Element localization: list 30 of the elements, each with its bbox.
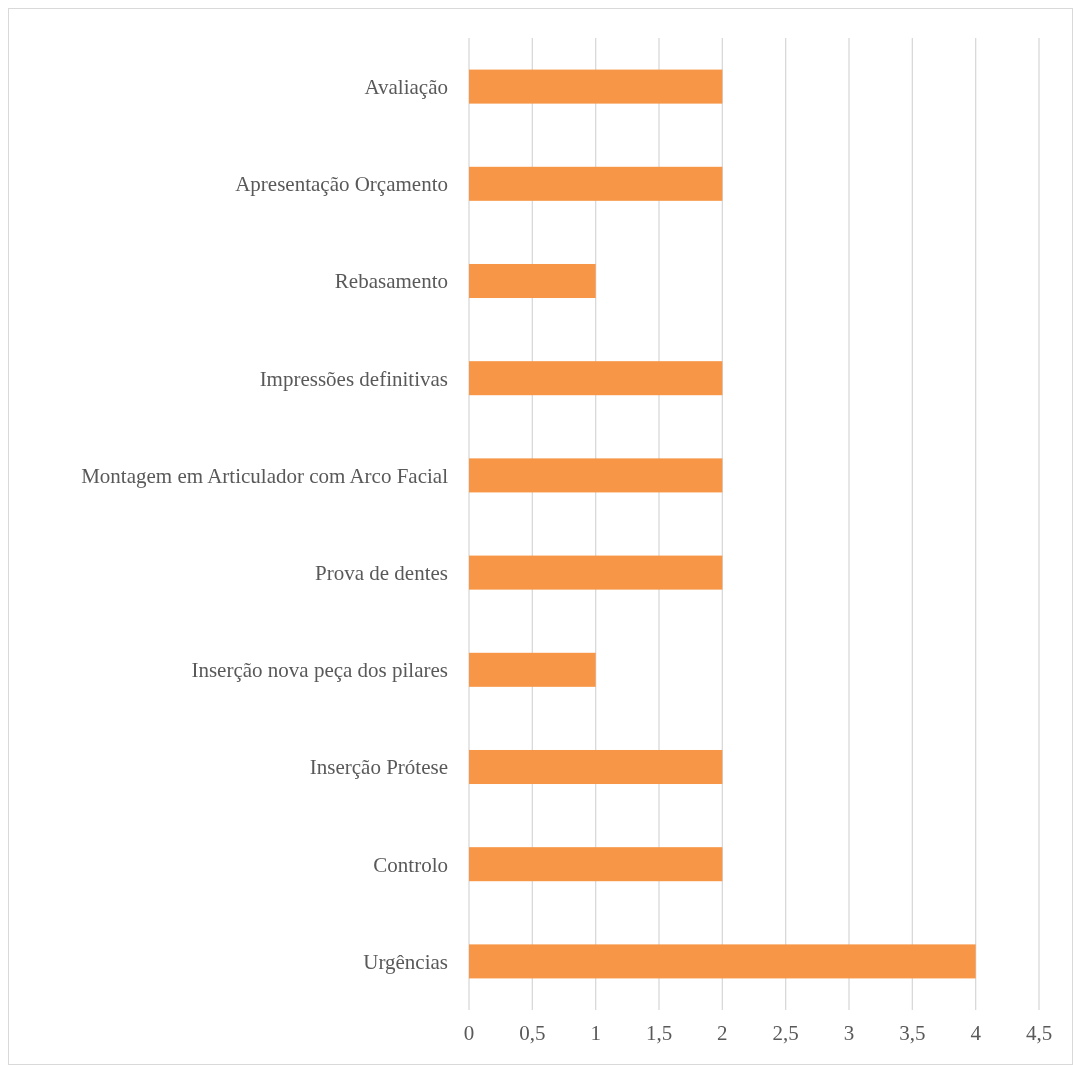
bar xyxy=(469,555,723,590)
x-tick-label: 4,5 xyxy=(1025,1021,1053,1045)
x-tick-label: 2 xyxy=(717,1021,728,1045)
x-tick-label: 4 xyxy=(970,1021,982,1045)
bar xyxy=(469,652,596,687)
x-tick-label: 3,5 xyxy=(899,1021,926,1045)
x-tick-label: 0 xyxy=(463,1021,475,1045)
bar xyxy=(469,749,723,785)
bar xyxy=(469,847,723,882)
x-tick-label: 2,5 xyxy=(772,1021,799,1045)
x-tick-label: 1 xyxy=(590,1021,601,1045)
y-tick-label: Montagem em Articulador com Arco Facial xyxy=(81,463,449,488)
y-tick-label: Inserção Prótese xyxy=(309,755,448,780)
bar xyxy=(469,166,723,201)
x-tick-label: 1,5 xyxy=(645,1021,673,1045)
y-tick-label: Prova de dentes xyxy=(315,560,448,585)
bar xyxy=(469,69,723,104)
bar xyxy=(469,263,596,299)
y-tick-label: Inserção nova peça dos pilares xyxy=(191,658,448,683)
bar xyxy=(469,944,976,979)
y-tick-label: Impressões definitivas xyxy=(259,366,448,391)
y-tick-label: Urgências xyxy=(363,949,448,974)
x-tick-label: 0,5 xyxy=(519,1021,546,1045)
y-tick-label: Rebasamento xyxy=(334,269,448,294)
bar xyxy=(469,361,723,396)
x-tick-label: 3 xyxy=(843,1021,855,1045)
bar xyxy=(469,458,723,493)
y-tick-label: Controlo xyxy=(373,852,448,877)
y-tick-label: Apresentação Orçamento xyxy=(235,172,448,197)
y-tick-label: Avaliação xyxy=(364,74,448,99)
